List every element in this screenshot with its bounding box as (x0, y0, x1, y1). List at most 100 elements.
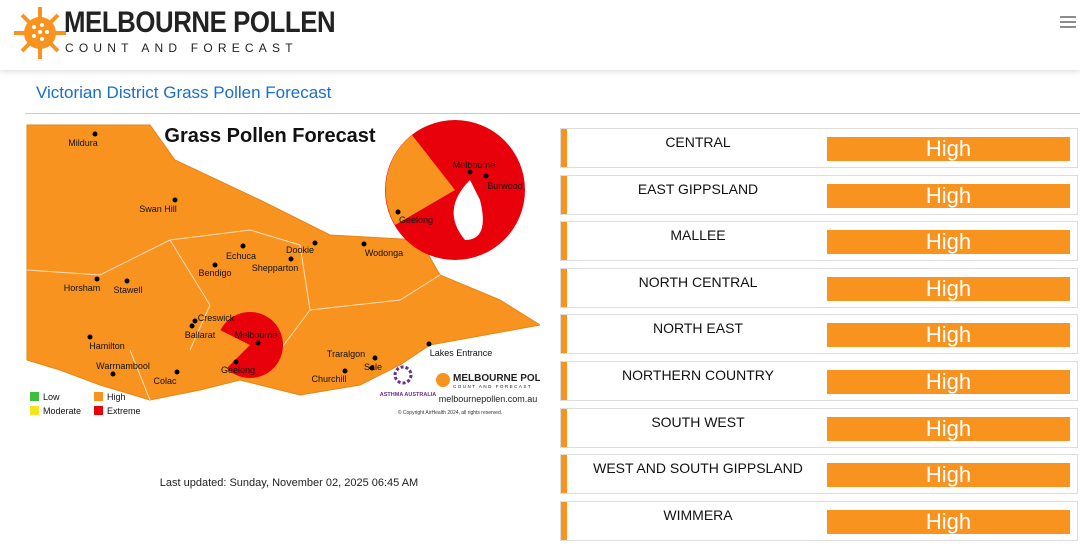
town-label: Bendigo (198, 268, 231, 278)
site-title: MELBOURNE POLLEN (64, 6, 336, 39)
town-label: Traralgon (327, 349, 365, 359)
town-dot (369, 365, 375, 371)
town-dot (426, 341, 432, 347)
district-name: NORTH EAST (653, 320, 743, 337)
town-dot (189, 323, 195, 329)
level-bar (561, 222, 567, 261)
district-name: SOUTH WEST (651, 413, 745, 430)
level-bar (561, 408, 567, 447)
town-label: Melbourne (235, 330, 278, 340)
copyright: © Copyright AirHealth 2024, all rights r… (398, 409, 502, 416)
town-dot (92, 131, 98, 137)
level-badge: High (827, 276, 1070, 301)
town-dot (174, 369, 180, 375)
section-title: Victorian District Grass Pollen Forecast (36, 83, 332, 102)
district-row: WIMMERA High (560, 500, 1078, 541)
level-badge: High (827, 509, 1070, 534)
district-row: NORTHERN COUNTRY High (560, 361, 1078, 401)
legend-label: Low (43, 392, 60, 402)
logo-subtitle: COUNT AND FORECAST (453, 384, 532, 389)
district-row: MALLEE High (560, 221, 1078, 262)
town-label: Colac (153, 376, 177, 386)
level-bar (561, 501, 567, 540)
header: MELBOURNE POLLEN COUNT AND FORECAST (0, 0, 1080, 70)
district-name: NORTHERN COUNTRY (622, 367, 774, 383)
divider (25, 113, 1080, 114)
level-badge: High (827, 323, 1070, 348)
town-dot (312, 240, 318, 246)
town-label: Geelong (399, 215, 433, 225)
district-row: EAST GIPPSLAND High (560, 174, 1078, 215)
website: melbournepollen.com.au (439, 394, 538, 404)
district-name: CENTRAL (665, 134, 731, 150)
district-row: NORTH EAST High (560, 314, 1078, 355)
town-dot (94, 276, 100, 282)
town-label: Creswick (198, 313, 235, 323)
logos: ASTHMA AUSTRALIA MELBOURNE POLLEN COUNT … (380, 365, 540, 416)
district-row: CENTRAL High (560, 128, 1078, 168)
district-row: NORTH CENTRAL High (560, 267, 1078, 308)
town-dot (395, 209, 401, 215)
town-label: Hamilton (89, 341, 125, 351)
town-dot (255, 340, 261, 346)
town-label: Horsham (64, 283, 101, 293)
town-dot (172, 197, 178, 203)
district-row: SOUTH WEST High (560, 407, 1078, 448)
level-badge: High (827, 137, 1070, 161)
town-dot (467, 169, 473, 175)
map-title: Grass Pollen Forecast (164, 125, 376, 147)
town-label: Ballarat (185, 330, 216, 340)
legend-swatch (30, 392, 39, 401)
town-dot (342, 368, 348, 374)
town-dot (240, 243, 246, 249)
town-label: Warrnambool (96, 361, 150, 371)
town-label: Shepparton (252, 263, 299, 273)
town-label: Melbourne (453, 160, 496, 170)
site-subtitle: COUNT AND FORECAST (65, 41, 298, 55)
town-label: Swan Hill (139, 204, 177, 214)
district-name: NORTH CENTRAL (638, 273, 758, 290)
logo-title: MELBOURNE POLLEN (453, 373, 540, 384)
level-badge: High (827, 463, 1070, 488)
forecast-map: Grass Pollen Forecast Mildura Swan Hill Ec… (26, 120, 540, 416)
level-bar (561, 362, 567, 400)
town-label: Mildura (68, 138, 98, 148)
last-updated: Last updated: Sunday, November 02, 2025 … (159, 477, 419, 489)
town-dot (361, 241, 367, 247)
town-label: Lakes Entrance (430, 348, 493, 358)
town-label: Geelong (221, 365, 255, 375)
town-label: Churchill (311, 374, 346, 384)
menu-button[interactable] (1060, 15, 1076, 29)
legend-swatch (94, 406, 103, 415)
town-dot (192, 318, 198, 324)
legend-label: High (107, 392, 126, 402)
town-label: Dookie (286, 245, 314, 255)
district-name: WIMMERA (663, 506, 733, 523)
level-badge: High (827, 370, 1070, 394)
district-name: EAST GIPPSLAND (637, 180, 759, 197)
level-badge: High (827, 183, 1070, 208)
town-label: Stawell (113, 285, 142, 295)
town-dot (288, 256, 294, 262)
town-dot (372, 355, 378, 361)
level-badge: High (827, 230, 1070, 255)
town-dot (212, 262, 218, 268)
district-name: MALLEE (670, 227, 726, 244)
level-bar (561, 175, 567, 214)
logo-icon (14, 7, 66, 59)
asthma-logo: ASTHMA AUSTRALIA (380, 392, 436, 398)
town-dot (233, 359, 239, 365)
level-bar (561, 455, 567, 494)
district-row: WEST AND SOUTH GIPPSLAND High (560, 454, 1078, 495)
town-dot (483, 173, 489, 179)
level-bar (561, 129, 567, 167)
legend-label: Extreme (107, 406, 141, 416)
town-dot (110, 371, 116, 377)
town-label: Sale (364, 362, 382, 372)
legend-label: Moderate (43, 406, 81, 416)
legend-swatch (30, 406, 39, 415)
town-dot (124, 278, 130, 284)
level-badge: High (827, 416, 1070, 441)
town-label: Wodonga (365, 248, 403, 258)
